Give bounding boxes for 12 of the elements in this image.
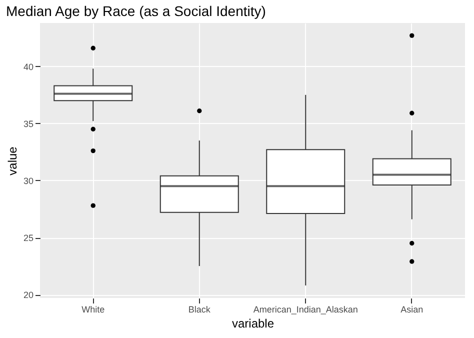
x-tick-label: Black <box>188 304 211 314</box>
y-tick-label: 40 <box>23 62 34 72</box>
y-tick-label: 25 <box>23 233 34 244</box>
y-tick-label: 30 <box>23 176 34 186</box>
x-tick-label: American_Indian_Alaskan <box>253 304 358 314</box>
y-tick-label: 20 <box>23 290 34 300</box>
x-axis-title: variable <box>232 316 274 330</box>
x-tick-label: Asian <box>400 304 424 314</box>
y-tick-label: 35 <box>23 118 34 129</box>
y-axis-title: value <box>5 146 20 176</box>
x-tick-label: White <box>82 304 105 314</box>
chart-title: Median Age by Race (as a Social Identity) <box>6 3 266 19</box>
